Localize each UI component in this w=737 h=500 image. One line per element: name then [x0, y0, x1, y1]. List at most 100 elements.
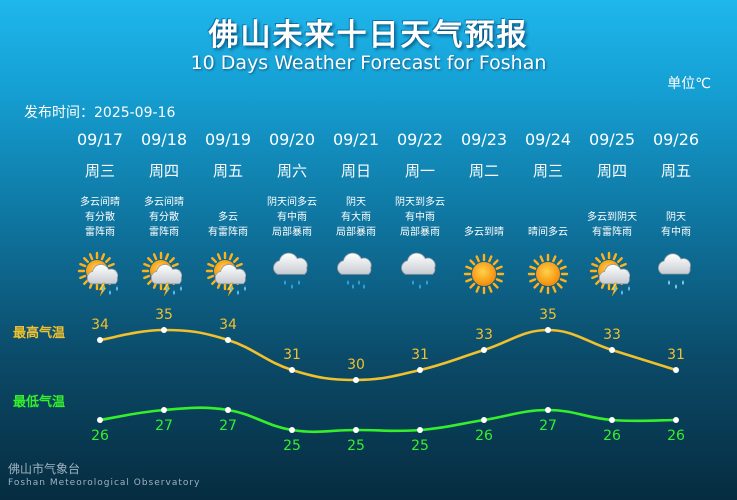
- observatory-name-en: Foshan Meteorological Observatory: [8, 478, 201, 488]
- day-date: 09/23: [460, 130, 508, 149]
- high-temp-point: [673, 367, 679, 373]
- high-temp-value: 31: [667, 347, 685, 363]
- weather-description-line: 多云到阴天: [587, 212, 637, 223]
- high-temp-point: [481, 347, 487, 353]
- day-column: 09/21 周日阴天有大雨局部暴雨: [321, 130, 391, 289]
- low-temp-line: [99, 406, 677, 434]
- weather-description: 多云间晴 有分散 雷阵雨: [121, 192, 207, 240]
- high-temp-point: [353, 377, 359, 383]
- high-temp-value: 31: [283, 347, 301, 363]
- day-weekday: 周四: [148, 162, 179, 180]
- weather-description-line: 局部暴雨: [336, 227, 376, 238]
- weather-description-line: 多云间晴: [80, 197, 120, 208]
- weather-description-line: 有雷阵雨: [208, 227, 248, 238]
- cloud-light-rain-icon: [656, 253, 696, 294]
- low-temp-value: 25: [283, 438, 301, 454]
- weather-description-line: 多云: [218, 212, 238, 223]
- weather-description: 多云 有雷阵雨: [185, 192, 271, 240]
- weather-description-line: 有中雨: [661, 227, 691, 238]
- low-temp-point: [353, 427, 359, 433]
- day-column: 09/25 周四 多云到阴天 有雷阵雨: [577, 130, 647, 297]
- weather-description: 多云到阴天 有雷阵雨: [569, 192, 655, 240]
- day-weekday: 周三: [84, 162, 115, 180]
- weather-description-line: 晴间多云: [528, 227, 568, 238]
- high-temp-value: 31: [411, 347, 429, 363]
- sun-cloud-thunder-icon: [77, 251, 120, 297]
- day-date: 09/18: [140, 130, 188, 149]
- day-date: 09/24: [524, 130, 572, 149]
- weather-description: 阴天 有大雨 局部暴雨: [313, 192, 399, 240]
- high-temp-value: 33: [475, 327, 493, 343]
- observatory-name: 佛山市气象台: [8, 462, 81, 476]
- high-temp-value: 34: [219, 317, 237, 333]
- publish-time: 发布时间：2025-09-16: [24, 105, 176, 121]
- low-temp-value: 25: [411, 438, 429, 454]
- high-temp-point: [545, 327, 551, 333]
- low-temp-value: 26: [603, 428, 621, 444]
- sun-cloud-thunder-icon: [205, 251, 248, 297]
- weather-description-line: 有中雨: [277, 212, 307, 223]
- low-temp-point: [481, 417, 487, 423]
- day-column: 09/22 周一 阴天到多云 有中雨 局部暴雨: [385, 130, 455, 289]
- sun-icon: [527, 253, 569, 295]
- low-temp-point: [545, 407, 551, 413]
- cloud-rain-icon: [272, 252, 312, 294]
- weather-description-line: 有分散: [149, 212, 179, 223]
- high-temp-value: 34: [91, 317, 109, 333]
- high-temp-point: [609, 347, 615, 353]
- low-temp-value: 27: [155, 418, 173, 434]
- high-temp-line: [99, 328, 677, 382]
- weather-description-line: 雷阵雨: [85, 227, 115, 238]
- high-temp-point: [417, 367, 423, 373]
- high-temp-point: [289, 367, 295, 373]
- sun-cloud-thunder-icon: [589, 251, 632, 297]
- day-date: 09/17: [76, 130, 124, 149]
- page-subtitle: 10 Days Weather Forecast for Foshan: [190, 52, 547, 74]
- low-temp-point: [97, 417, 103, 423]
- low-temp-point: [225, 407, 231, 413]
- low-temp-value: 25: [347, 438, 365, 454]
- day-date: 09/25: [588, 130, 636, 149]
- day-column: 09/17 周三多云间晴有分散雷阵雨: [65, 130, 135, 297]
- weather-description-line: 多云间晴: [144, 197, 184, 208]
- weather-description: 阴天间多云 有中雨 局部暴雨: [249, 192, 335, 240]
- unit-label: 单位℃: [667, 76, 711, 92]
- sun-icon: [463, 253, 505, 295]
- day-weekday: 周日: [340, 162, 371, 180]
- low-temp-point: [673, 417, 679, 423]
- weather-description-line: 阴天: [346, 197, 366, 208]
- day-date: 09/19: [204, 130, 252, 149]
- weather-description: 阴天到多云 有中雨 局部暴雨: [377, 192, 463, 240]
- sun-cloud-thunder-icon: [141, 251, 184, 297]
- day-weekday: 周六: [276, 162, 307, 180]
- day-date: 09/26: [652, 130, 700, 149]
- weather-description: 晴间多云: [505, 192, 591, 240]
- day-column: 09/18 周四 多云间晴 有分散 雷阵雨: [129, 130, 199, 297]
- day-column: 09/24 周三晴间多云: [513, 130, 583, 295]
- high-temp-value: 33: [603, 327, 621, 343]
- low-temp-value: 26: [667, 428, 685, 444]
- high-temp-point: [161, 327, 167, 333]
- weather-description-line: 阴天到多云: [395, 197, 445, 208]
- high-temp-point: [97, 337, 103, 343]
- weather-description-line: 有大雨: [341, 212, 371, 223]
- low-temp-point: [417, 427, 423, 433]
- low-temp-label: 最低气温: [13, 395, 66, 410]
- day-date: 09/21: [332, 130, 380, 149]
- high-temp-value: 30: [347, 357, 365, 373]
- day-column: 09/19 周五多云有雷阵雨: [193, 130, 263, 297]
- high-temp-value: 35: [155, 307, 173, 323]
- day-column: 09/26 周五 阴天 有中雨: [641, 130, 711, 289]
- weather-description: 阴天 有中雨: [633, 192, 719, 240]
- weather-description-line: 有雷阵雨: [592, 227, 632, 238]
- high-temp-point: [225, 337, 231, 343]
- day-weekday: 周五: [212, 162, 243, 180]
- day-weekday: 周三: [532, 162, 563, 180]
- day-date: 09/20: [268, 130, 316, 149]
- page-title: 佛山未来十日天气预报: [208, 18, 529, 53]
- weather-description-line: 阴天: [666, 212, 686, 223]
- high-temp-label: 最高气温: [13, 326, 66, 341]
- weather-description-line: 有分散: [85, 212, 115, 223]
- high-temp-value: 35: [539, 307, 557, 323]
